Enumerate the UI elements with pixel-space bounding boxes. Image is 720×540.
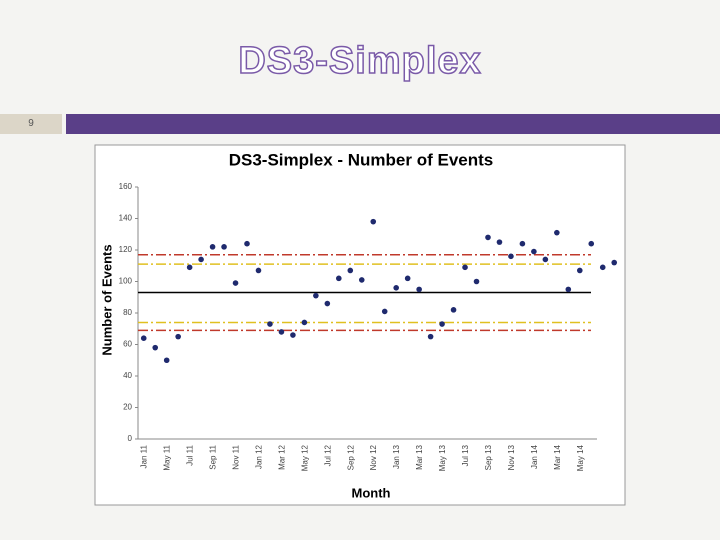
data-point — [175, 333, 181, 340]
data-point — [565, 286, 572, 293]
data-point — [542, 256, 549, 263]
data-point — [473, 278, 480, 285]
x-tick-label: Nov 13 — [507, 444, 516, 470]
x-tick-label: May 11 — [163, 444, 172, 470]
x-tick-label: Jul 13 — [461, 444, 470, 466]
x-tick-label: Jul 12 — [323, 444, 332, 466]
data-point — [462, 264, 468, 271]
data-point — [267, 321, 273, 327]
y-tick-label: 40 — [123, 371, 132, 380]
data-point — [255, 267, 262, 274]
data-point — [599, 264, 606, 271]
data-point — [450, 307, 457, 313]
slide-number: 9 — [0, 114, 62, 134]
data-point — [313, 292, 319, 299]
y-tick-label: 160 — [119, 182, 133, 191]
data-point — [416, 286, 422, 293]
data-point — [221, 244, 227, 250]
data-point — [439, 321, 445, 327]
x-tick-label: Sep 12 — [346, 444, 355, 470]
x-tick-label: Mar 14 — [553, 444, 562, 469]
y-tick-label: 100 — [119, 277, 133, 286]
x-tick-label: Mar 12 — [277, 444, 286, 469]
x-tick-label: Jan 13 — [392, 444, 401, 469]
x-tick-label: Jan 12 — [254, 444, 263, 469]
data-point — [347, 267, 354, 274]
x-tick-label: May 13 — [438, 444, 447, 471]
data-point — [232, 280, 239, 286]
data-point — [290, 332, 296, 338]
data-point — [358, 277, 365, 283]
data-point — [611, 259, 618, 266]
data-point — [485, 234, 491, 241]
data-point — [531, 248, 537, 255]
data-point — [554, 229, 560, 236]
data-point — [336, 275, 342, 282]
x-tick-label: May 12 — [300, 444, 309, 471]
y-tick-label: 0 — [128, 434, 133, 443]
x-tick-label: Jul 11 — [186, 444, 195, 465]
x-tick-label: Nov 12 — [369, 444, 378, 470]
data-point — [404, 275, 411, 282]
y-tick-label: 80 — [123, 308, 132, 317]
data-point — [576, 267, 583, 274]
data-point — [496, 239, 503, 245]
data-point — [370, 218, 377, 225]
data-point — [427, 333, 434, 340]
x-tick-label: Sep 11 — [209, 444, 218, 469]
data-point — [278, 329, 285, 335]
data-point — [324, 300, 331, 307]
data-point — [588, 240, 595, 247]
y-tick-label: 20 — [123, 403, 132, 412]
data-point — [152, 344, 159, 351]
x-tick-label: Sep 13 — [484, 444, 493, 470]
x-tick-label: Mar 13 — [415, 444, 424, 469]
data-point — [198, 256, 204, 263]
y-tick-label: 140 — [119, 214, 133, 223]
header-bar — [66, 114, 720, 134]
data-point — [209, 244, 216, 250]
data-point — [244, 240, 250, 247]
y-tick-label: 120 — [119, 245, 133, 254]
x-axis-label: Month — [352, 485, 391, 500]
x-tick-label: Jan 11 — [140, 444, 149, 468]
data-point — [508, 253, 514, 260]
x-tick-label: May 14 — [576, 444, 585, 471]
chart-frame — [94, 144, 626, 506]
chart-title: DS3-Simplex - Number of Events — [229, 150, 494, 169]
data-point — [519, 240, 526, 247]
data-point — [393, 285, 399, 291]
y-axis-label: Number of Events — [99, 244, 114, 355]
data-point — [186, 264, 193, 271]
data-point — [381, 308, 388, 315]
data-point — [163, 357, 170, 364]
x-tick-label: Nov 11 — [232, 444, 241, 469]
y-tick-label: 60 — [123, 340, 132, 349]
data-point — [140, 335, 147, 342]
data-point — [301, 319, 308, 326]
slide-title: DS3-Simplex — [238, 39, 482, 83]
x-tick-label: Jan 14 — [530, 444, 539, 469]
